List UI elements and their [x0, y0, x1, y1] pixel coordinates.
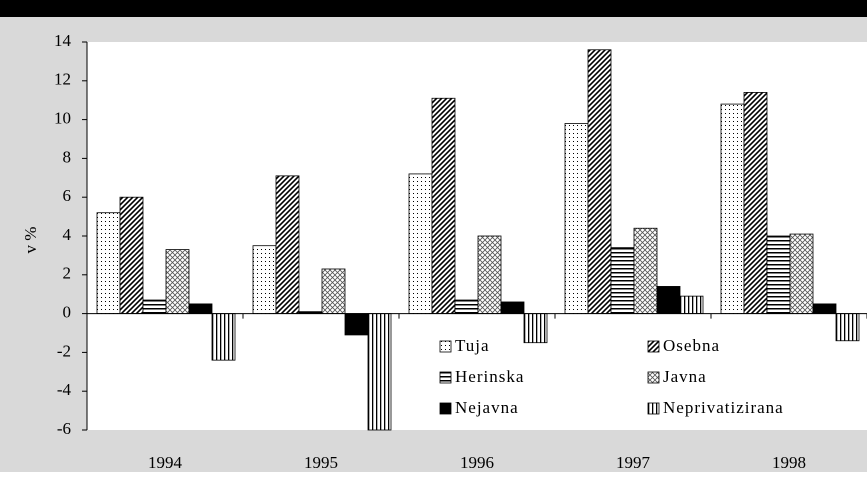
- bar: [789, 233, 814, 314]
- legend-swatch: [647, 402, 660, 415]
- y-tick-label: 6: [63, 186, 72, 205]
- bar: [500, 301, 525, 314]
- bar: [656, 286, 681, 315]
- legend-label: Tuja: [455, 336, 490, 355]
- bar: [610, 247, 635, 314]
- bar: [812, 303, 837, 314]
- y-tick-label: -2: [57, 341, 71, 360]
- legend-swatch: [439, 371, 452, 384]
- y-tick-label: 12: [54, 70, 71, 89]
- bar: [321, 268, 346, 315]
- bar: [587, 49, 612, 314]
- x-tick-label: 1994: [148, 453, 183, 472]
- x-tick-label: 1996: [460, 453, 494, 472]
- legend-label: Herinska: [455, 367, 524, 386]
- bar: [633, 227, 658, 315]
- bar: [367, 313, 392, 431]
- x-tick-label: 1997: [616, 453, 651, 472]
- bar: [564, 123, 589, 314]
- y-tick-label: 10: [54, 109, 71, 128]
- y-tick-label: 4: [63, 225, 72, 244]
- bar: [679, 295, 704, 315]
- legend-label: Neprivatizirana: [663, 398, 784, 417]
- y-tick-label: -4: [57, 380, 72, 399]
- y-tick-label: 14: [54, 31, 72, 50]
- bar: [96, 212, 121, 314]
- bar: [165, 249, 190, 314]
- bar: [188, 303, 213, 314]
- legend-swatch: [439, 402, 452, 415]
- bar: [523, 313, 548, 344]
- y-axis-label: v %: [21, 227, 40, 254]
- legend-label: Nejavna: [455, 398, 519, 417]
- bar: [211, 313, 236, 361]
- bar: [743, 92, 768, 315]
- bar: [477, 235, 502, 314]
- x-tick-label: 1995: [304, 453, 338, 472]
- legend-swatch: [647, 340, 660, 353]
- bar: [408, 173, 433, 314]
- x-tick-label: 1998: [772, 453, 806, 472]
- top-band: [0, 0, 867, 17]
- y-tick-label: 8: [63, 147, 72, 166]
- legend-label: Javna: [663, 367, 707, 386]
- bar: [431, 97, 456, 314]
- bar: [454, 299, 479, 314]
- bar: [344, 313, 369, 336]
- bar: [119, 196, 144, 314]
- bar: [720, 103, 745, 315]
- bar: [142, 299, 167, 314]
- legend-swatch: [439, 340, 452, 353]
- legend-swatch: [647, 371, 660, 384]
- y-tick-label: 2: [63, 264, 72, 283]
- bar: [766, 235, 791, 314]
- y-tick-label: -6: [57, 419, 71, 438]
- legend-label: Osebna: [663, 336, 720, 355]
- bar: [252, 245, 277, 314]
- y-tick-label: 0: [63, 303, 72, 322]
- bar: [275, 175, 300, 315]
- bar: [835, 313, 860, 342]
